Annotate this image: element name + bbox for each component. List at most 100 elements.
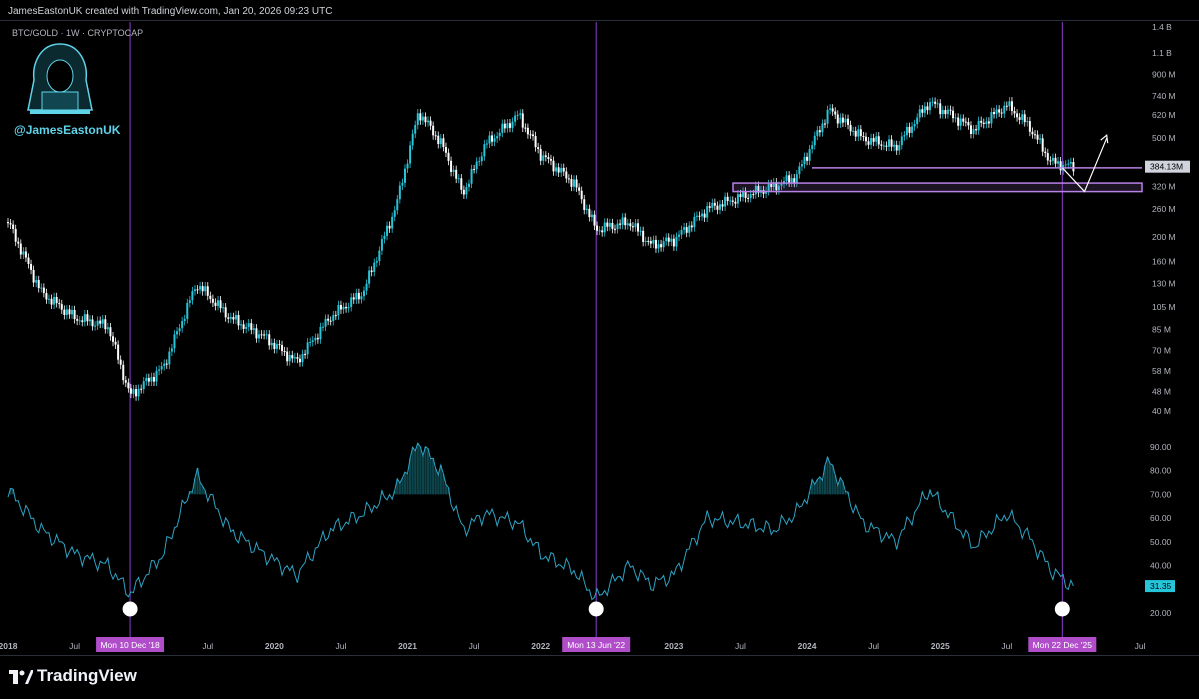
candle-body <box>949 109 952 111</box>
candle-body <box>647 240 650 242</box>
x-tick-label: Jul <box>469 641 480 651</box>
candle-body <box>642 230 645 242</box>
candle-body <box>132 389 135 394</box>
candle-body <box>222 307 225 309</box>
candle-body <box>798 166 801 175</box>
candle-body <box>391 216 394 229</box>
candle-body <box>811 145 814 150</box>
candle-body <box>573 179 575 187</box>
candle-body <box>780 183 783 186</box>
candle-body <box>688 225 691 233</box>
candle-body <box>534 136 537 148</box>
candle-body <box>1036 134 1039 140</box>
candle-body <box>624 217 627 226</box>
price-tick-label: 900 M <box>1152 70 1176 80</box>
candle-body <box>291 355 294 359</box>
candle-body <box>1028 121 1031 132</box>
candle-body <box>936 103 939 105</box>
chart-frame[interactable] <box>0 20 1199 656</box>
candle-body <box>629 223 632 227</box>
candle-body <box>562 167 565 172</box>
rsi-tick-label: 90.00 <box>1150 442 1172 452</box>
candle-body <box>181 321 184 329</box>
candle-body <box>537 147 540 149</box>
candle-body <box>608 222 611 227</box>
candle-body <box>250 323 253 330</box>
candle-body <box>1000 112 1003 114</box>
candle-body <box>388 225 391 229</box>
candle-body <box>296 357 299 359</box>
candle-body <box>27 257 30 265</box>
candle-body <box>201 286 204 292</box>
candle-body <box>298 358 301 363</box>
candle-body <box>163 363 166 367</box>
candle-body <box>19 243 22 255</box>
candle-body <box>30 264 33 270</box>
candle-body <box>68 309 71 315</box>
candle-body <box>421 116 424 121</box>
price-tick-label: 130 M <box>1152 279 1176 289</box>
tradingview-logo-icon[interactable] <box>9 670 33 684</box>
candle-body <box>713 202 716 206</box>
candle-body <box>680 229 683 235</box>
date-marker-box <box>96 637 165 652</box>
candle-body <box>345 306 348 309</box>
candle-body <box>1021 114 1024 120</box>
candle-body <box>519 113 522 115</box>
candle-body <box>939 103 942 115</box>
price-tick-label: 740 M <box>1152 91 1176 101</box>
candle-body <box>281 345 284 352</box>
candle-body <box>439 138 442 145</box>
candle-body <box>670 238 673 242</box>
candle-body <box>583 199 586 210</box>
price-tick-label: 1.4 B <box>1152 22 1172 32</box>
candle-body <box>734 201 737 204</box>
candle-body <box>142 381 145 390</box>
candle-body <box>839 117 842 124</box>
candle-body <box>552 160 555 172</box>
candle-body <box>199 286 202 290</box>
candle-body <box>606 222 609 227</box>
candle-body <box>1059 161 1062 171</box>
candle-body <box>885 145 888 147</box>
candle-body <box>432 125 435 136</box>
candle-body <box>944 110 947 115</box>
candle-body <box>634 223 637 228</box>
candle-body <box>355 292 358 300</box>
candle-body <box>549 159 552 161</box>
rsi-tick-label: 60.00 <box>1150 513 1172 523</box>
candle-body <box>63 309 66 316</box>
candle-body <box>880 144 883 146</box>
candle-body <box>772 182 775 188</box>
candle-body <box>409 145 412 164</box>
candle-body <box>578 187 581 191</box>
candle-body <box>990 112 993 124</box>
candle-body <box>270 342 273 346</box>
candle-body <box>124 380 127 383</box>
candle-body <box>122 364 125 381</box>
candle-body <box>985 121 988 124</box>
candle-body <box>526 127 529 135</box>
candle-body <box>9 223 12 225</box>
candle-body <box>429 120 432 126</box>
candle-body <box>109 327 112 337</box>
x-tick-label: 2025 <box>931 641 950 651</box>
candle-body <box>560 167 563 173</box>
candle-body <box>375 261 378 263</box>
rsi-tick-label: 40.00 <box>1150 561 1172 571</box>
candle-body <box>790 178 793 183</box>
candle-body <box>1018 117 1021 120</box>
rsi-line <box>7 442 1074 601</box>
tradingview-brand[interactable]: TradingView <box>37 666 137 685</box>
candle-body <box>450 160 453 172</box>
candle-body <box>112 336 115 342</box>
candle-body <box>419 113 422 121</box>
candle-body <box>934 101 937 104</box>
candle-body <box>816 130 819 136</box>
candle-body <box>1003 105 1006 114</box>
candle-body <box>45 292 48 300</box>
price-tick-label: 200 M <box>1152 232 1176 242</box>
bottom-marker-dot <box>588 601 604 617</box>
candle-body <box>716 205 719 210</box>
